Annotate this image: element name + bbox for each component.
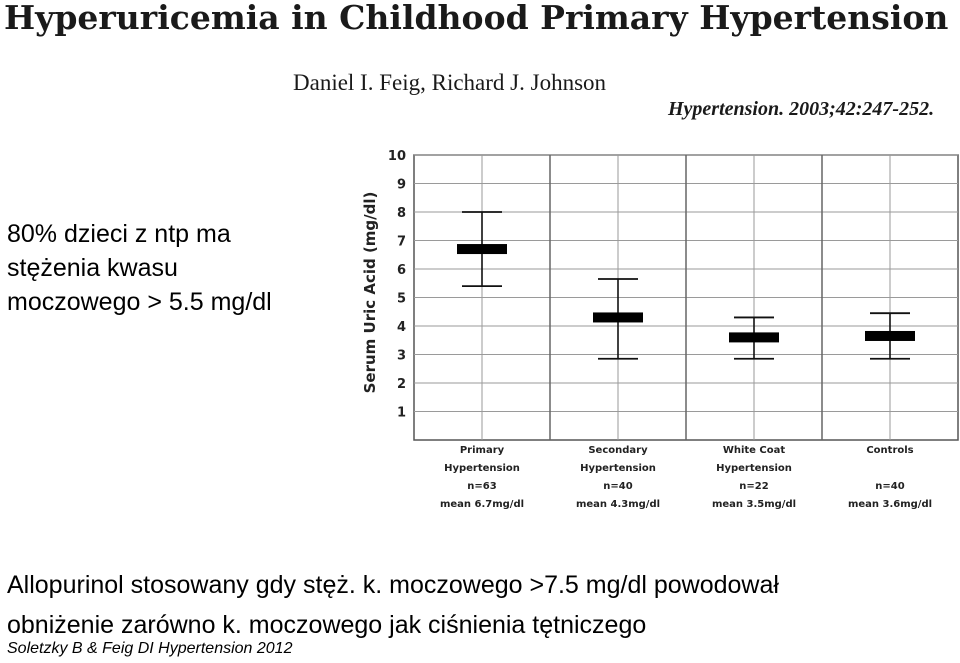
left-note-line: stężenia kwasu — [7, 254, 178, 282]
y-tick-label: 1 — [397, 406, 406, 421]
category-label: Hypertension — [716, 463, 792, 474]
left-note-line: moczowego > 5.5 mg/dl — [7, 288, 272, 316]
sample-size-label: n=40 — [603, 481, 632, 492]
bottom-text: Allopurinol stosowany gdy stęż. k. moczo… — [7, 565, 779, 645]
category-label: White Coat — [723, 445, 786, 456]
left-note: 80% dzieci z ntp ma stężenia kwasu moczo… — [7, 217, 327, 319]
bottom-text-line: Allopurinol stosowany gdy stęż. k. moczo… — [7, 571, 779, 599]
category-label: Controls — [866, 445, 913, 456]
mean-value-label: mean 3.5mg/dl — [712, 499, 796, 510]
source-citation: Soletzky B & Feig DI Hypertension 2012 — [7, 640, 293, 657]
sample-size-label: n=40 — [875, 481, 904, 492]
mean-value-label: mean 3.6mg/dl — [848, 499, 932, 510]
y-tick-label: 6 — [397, 263, 406, 278]
mean-marker — [729, 332, 779, 343]
y-tick-label: 8 — [397, 206, 406, 221]
mean-value-label: mean 4.3mg/dl — [576, 499, 660, 510]
sample-size-label: n=22 — [739, 481, 768, 492]
category-label: Hypertension — [580, 463, 656, 474]
category-label: Secondary — [588, 445, 648, 456]
y-tick-label: 5 — [397, 292, 406, 307]
y-axis-label: Serum Uric Acid (mg/dl) — [361, 192, 379, 394]
y-tick-label: 2 — [397, 377, 406, 392]
authors: Daniel I. Feig, Richard J. Johnson — [293, 70, 607, 95]
y-tick-label: 4 — [397, 320, 406, 335]
left-note-line: 80% dzieci z ntp ma — [7, 220, 231, 248]
y-tick-label: 3 — [397, 349, 406, 364]
sample-size-label: n=63 — [467, 481, 496, 492]
y-tick-label: 9 — [397, 178, 406, 193]
slide-title: Hyperuricemia in Childhood Primary Hyper… — [4, 0, 949, 37]
uric-acid-chart: 1 2 3 4 5 6 7 8 9 10 Serum Uric Acid (mg/dl) Primar… — [361, 149, 959, 510]
y-tick-label: 7 — [397, 235, 406, 250]
y-tick-label: 10 — [388, 149, 406, 164]
category-label: Hypertension — [444, 463, 520, 474]
mean-marker — [457, 244, 507, 255]
bottom-text-line: obniżenie zarówno k. moczowego jak ciśni… — [7, 611, 647, 639]
mean-marker — [593, 312, 643, 323]
mean-value-label: mean 6.7mg/dl — [440, 499, 524, 510]
mean-marker — [865, 330, 915, 341]
journal-citation: Hypertension. 2003;42:247-252. — [668, 98, 935, 120]
category-label: Primary — [460, 445, 505, 456]
